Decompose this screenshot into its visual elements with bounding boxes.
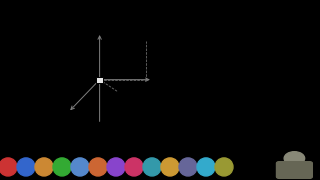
Text: $E = \frac{j\zeta_0 I dl}{2\pi k_0}\cos\theta\left(\frac{k_0}{r^2}+\frac{1}{r^3}: $E = \frac{j\zeta_0 I dl}{2\pi k_0}\cos\… [153, 28, 227, 41]
Circle shape [161, 158, 179, 176]
Circle shape [284, 152, 305, 165]
Text: $Idl$: $Idl$ [87, 76, 95, 84]
Text: y: y [154, 77, 158, 83]
Circle shape [107, 158, 125, 176]
Circle shape [71, 158, 89, 176]
Circle shape [197, 158, 215, 176]
Text: $= E_r a_r + E_\theta a_\theta$: $= E_r a_r + E_\theta a_\theta$ [160, 87, 197, 96]
Circle shape [143, 158, 161, 176]
Circle shape [35, 158, 53, 176]
Text: $r$: $r$ [118, 50, 123, 59]
Text: $a_\theta$: $a_\theta$ [123, 28, 130, 35]
Circle shape [53, 158, 71, 176]
Text: $a_r$: $a_r$ [159, 26, 166, 34]
Circle shape [125, 158, 143, 176]
Text: $H = \frac{I dl\sin\theta}{4\pi}\left(\frac{jk_0}{r}+\frac{1}{r^2}\right)e^{-jk_: $H = \frac{I dl\sin\theta}{4\pi}\left(\f… [153, 117, 220, 131]
Circle shape [89, 158, 107, 176]
Text: z: z [101, 25, 104, 31]
Text: $-\frac{j\zeta_0 I dl}{4\pi k_0}\sin\theta\left(-\frac{k_0^2}{r}+\frac{jk_0}{r^2: $-\frac{j\zeta_0 I dl}{4\pi k_0}\sin\the… [160, 57, 245, 73]
Text: x: x [62, 114, 67, 121]
Text: $\phi$: $\phi$ [119, 83, 125, 92]
Circle shape [17, 158, 35, 176]
Circle shape [179, 158, 197, 176]
FancyBboxPatch shape [96, 77, 103, 83]
Text: Radiation from a short current filament: Radiation from a short current filament [55, 16, 260, 26]
Circle shape [0, 158, 17, 176]
Circle shape [215, 158, 233, 176]
FancyBboxPatch shape [276, 162, 312, 178]
Text: $\theta$: $\theta$ [107, 60, 113, 68]
